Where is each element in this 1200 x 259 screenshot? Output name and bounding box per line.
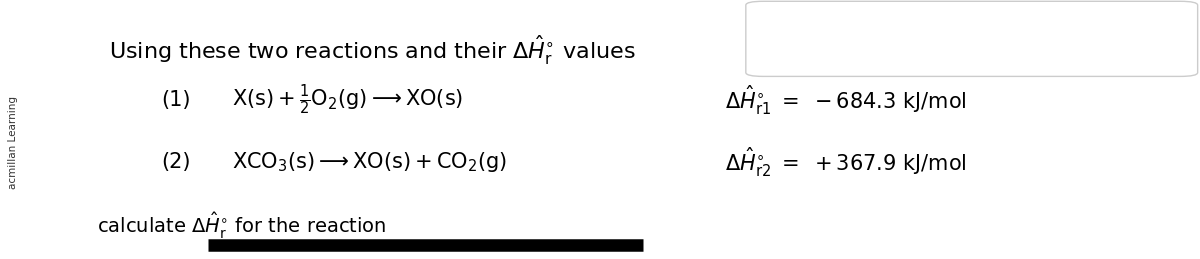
Text: calculate $\Delta\hat{H}_{\rm r}^{\circ}$ for the reaction: calculate $\Delta\hat{H}_{\rm r}^{\circ}…	[97, 210, 386, 241]
Text: $\mathrm{XCO_3(s) \longrightarrow XO(s) + CO_2(g)}$: $\mathrm{XCO_3(s) \longrightarrow XO(s) …	[232, 150, 506, 174]
Text: $\mathrm{X(s) + \frac{1}{2}O_2(g) \longrightarrow XO(s)}$: $\mathrm{X(s) + \frac{1}{2}O_2(g) \longr…	[232, 82, 463, 117]
Text: (1): (1)	[161, 90, 191, 110]
Text: acmillan Learning: acmillan Learning	[8, 96, 18, 189]
Text: (2): (2)	[161, 152, 191, 172]
Text: Using these two reactions and their $\Delta\hat{H}_{\rm r}^{\circ}$ values: Using these two reactions and their $\De…	[108, 34, 635, 67]
FancyBboxPatch shape	[746, 1, 1198, 76]
Text: $\Delta\hat{H}_{\rm r2}^{\circ}\ =\ +367.9\ \mathrm{kJ/mol}$: $\Delta\hat{H}_{\rm r2}^{\circ}\ =\ +367…	[725, 145, 966, 179]
Text: $\Delta\hat{H}_{\rm r1}^{\circ}\ =\ -684.3\ \mathrm{kJ/mol}$: $\Delta\hat{H}_{\rm r1}^{\circ}\ =\ -684…	[725, 83, 966, 117]
